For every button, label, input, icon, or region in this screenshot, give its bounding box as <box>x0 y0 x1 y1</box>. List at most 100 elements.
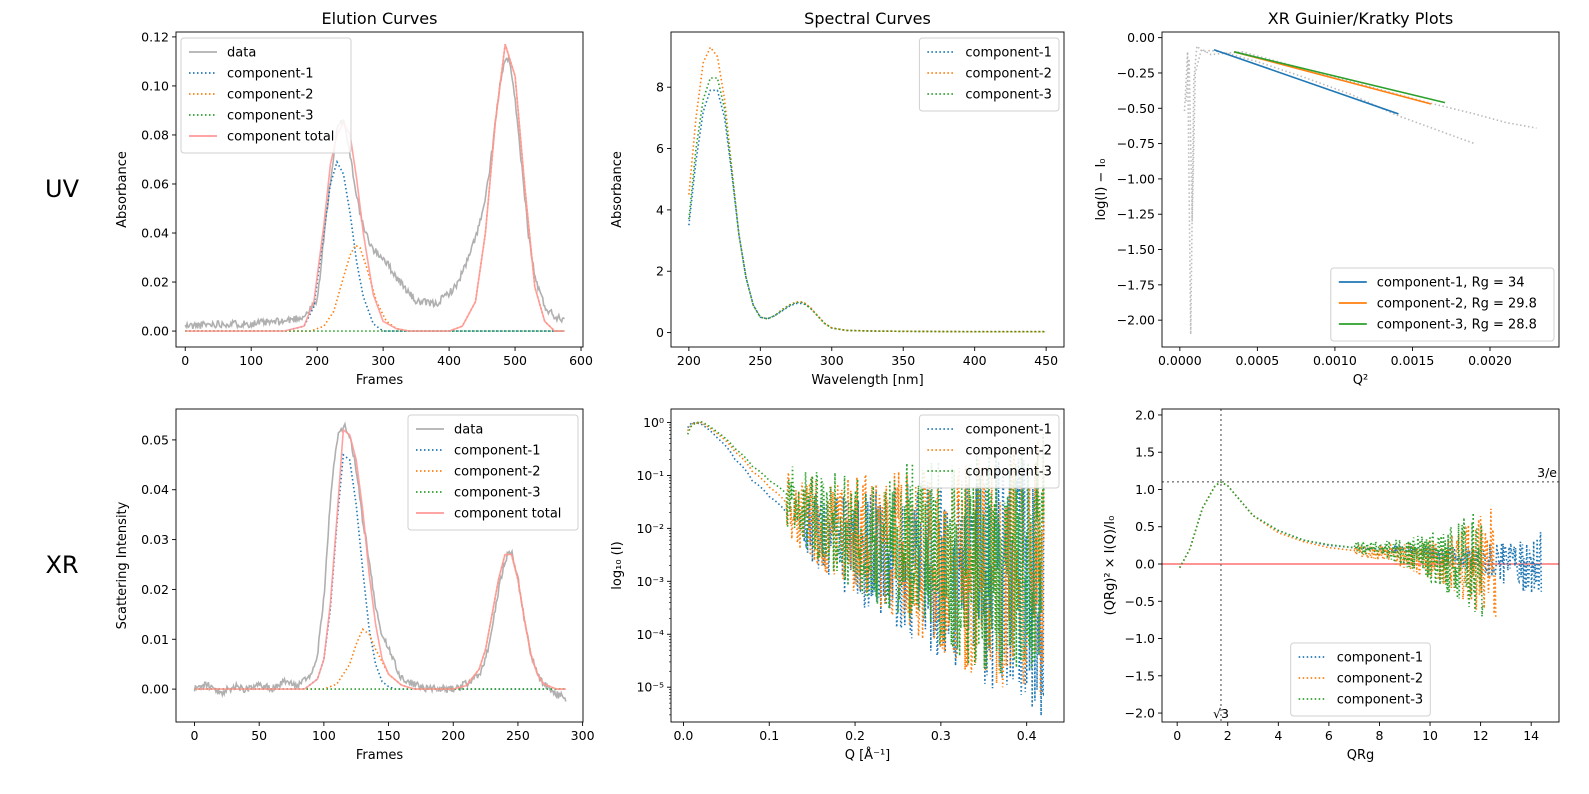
axes-frame <box>1161 31 1560 348</box>
y-tick-label: −0.5 <box>1125 594 1155 609</box>
axes-frame <box>175 31 584 348</box>
legend-entry: component-1 <box>965 46 1052 61</box>
legend-entry: data <box>227 46 256 61</box>
legend-entry: component-3 <box>965 88 1052 103</box>
x-tick-label: 600 <box>569 353 593 368</box>
y-axis-label: log(I) − I₀ <box>1094 159 1109 221</box>
legend-entry: component total <box>454 507 561 522</box>
legend: data component-1 component-2 component-3 com… <box>180 37 352 154</box>
y-tick-label: 0.03 <box>141 532 169 547</box>
series-line-data <box>193 421 567 702</box>
y-tick-label: −0.50 <box>1117 101 1155 116</box>
y-tick-label: 0 <box>656 325 664 340</box>
chart-title: Elution Curves <box>322 9 438 28</box>
x-tick-label: 50 <box>251 728 267 743</box>
y-tick-label: −1.25 <box>1117 207 1155 222</box>
x-tick-label: 12 <box>1473 728 1489 743</box>
y-tick-label: −0.25 <box>1117 65 1155 80</box>
y-axis-label: log₁₀ (I) <box>610 541 625 589</box>
y-tick-label: 10⁻⁴ <box>636 627 664 642</box>
x-tick-label: 4 <box>1274 728 1282 743</box>
panel-xr-elution: 0 50 100 150 200 250 300 0.00 0.01 0.02 0.03 0.04 0.… <box>115 408 595 763</box>
legend-entry: component-2 <box>227 88 314 103</box>
x-tick-label: 0.0000 <box>1158 353 1202 368</box>
x-tick-label: 0.3 <box>931 728 951 743</box>
y-axis-label: Absorbance <box>610 151 625 228</box>
x-tick-label: 200 <box>305 353 329 368</box>
x-tick-label: 350 <box>891 353 915 368</box>
x-tick-label: 0 <box>181 353 189 368</box>
panel-xr-spectral: 0.0 0.1 0.2 0.3 0.4 10⁰ 10⁻¹ 10⁻² 10⁻³ 10⁻⁴ 10⁻⁵ Q … <box>610 408 1065 763</box>
series-line-component-2 <box>194 553 566 690</box>
y-tick-label: 10⁻² <box>636 521 664 536</box>
x-tick-label: 0.0015 <box>1391 353 1435 368</box>
ref-hline-label: 3/e <box>1537 465 1557 480</box>
x-tick-label: 6 <box>1325 728 1333 743</box>
y-tick-label: 0.0 <box>1135 557 1155 572</box>
x-tick-label: 0.4 <box>1017 728 1037 743</box>
y-tick-label: 10⁰ <box>643 415 664 430</box>
y-tick-label: 8 <box>656 80 664 95</box>
series-line-component-2 <box>688 45 1047 333</box>
y-tick-label: 0.02 <box>141 275 169 290</box>
series-line-component-1 <box>1179 481 1543 593</box>
y-tick-label: −1.00 <box>1117 171 1155 186</box>
x-tick-label: 400 <box>963 353 987 368</box>
y-tick-label: 0.01 <box>141 632 169 647</box>
y-tick-label: 2.0 <box>1135 407 1155 422</box>
series-line-component-3-rg-28-8 <box>1233 51 1446 104</box>
legend-box <box>1290 642 1431 717</box>
x-tick-label: 0 <box>191 728 199 743</box>
background-series-line <box>1185 47 1537 222</box>
x-tick-label: 500 <box>503 353 527 368</box>
y-tick-label: −0.75 <box>1117 136 1155 151</box>
series-line-component-1-rg-34 <box>1213 48 1399 115</box>
panel-uv-spectral: Spectral Curves 200 250 300 350 400 450 0 2 4 6 8 Wa… <box>610 9 1065 388</box>
x-tick-label: 250 <box>506 728 530 743</box>
plot-area <box>1183 44 1537 335</box>
axes-frame <box>1161 408 1560 723</box>
legend-box <box>180 37 352 154</box>
series-line-component-2 <box>1178 481 1497 618</box>
legend: component-1 component-2 component-3 <box>1290 642 1431 717</box>
y-tick-label: −1.50 <box>1117 242 1155 257</box>
series-line-component-total <box>185 44 565 332</box>
legend-entry: component-2, Rg = 29.8 <box>1377 297 1537 312</box>
x-tick-label: 0.0010 <box>1313 353 1357 368</box>
x-tick-label: 100 <box>312 728 336 743</box>
y-tick-label: 0.02 <box>141 582 169 597</box>
legend-box <box>918 37 1060 112</box>
series-line-component-1 <box>185 159 565 332</box>
legend-entry: component-3, Rg = 28.8 <box>1377 318 1537 333</box>
y-axis-label: Absorbance <box>115 151 130 228</box>
x-axis-label: Q [Å⁻¹] <box>845 747 890 763</box>
plot-area <box>1162 409 1559 722</box>
plot-area <box>688 45 1047 333</box>
x-tick-label: 0.0 <box>673 728 693 743</box>
y-tick-label: 1.5 <box>1135 445 1155 460</box>
axes-frame <box>670 31 1065 348</box>
x-tick-label: 0.0005 <box>1235 353 1279 368</box>
legend-entry: data <box>454 423 483 438</box>
chart-title: XR Guinier/Kratky Plots <box>1268 9 1453 28</box>
x-axis-label: Q² <box>1353 373 1368 388</box>
y-tick-label: −1.5 <box>1125 668 1155 683</box>
chart-title: Spectral Curves <box>804 9 931 28</box>
x-axis-label: Frames <box>356 373 404 388</box>
x-axis-label: Wavelength [nm] <box>811 373 923 388</box>
y-tick-label: 0.04 <box>141 482 169 497</box>
legend-entry: component-1 <box>227 67 314 82</box>
y-tick-label: 10⁻³ <box>636 574 664 589</box>
legend-box <box>407 414 579 531</box>
panel-uv-elution: Elution Curves 0 100 200 300 400 500 600 0.00 0.0… <box>115 9 593 388</box>
panel-xr-kratky: 0 2 4 6 8 10 12 14 2.0 1.5 1.0 0.5 0.0 −0.5 −1.0 −1.5 −2… <box>1103 407 1560 763</box>
y-tick-label: 0.05 <box>141 432 169 447</box>
y-tick-label: −2.0 <box>1125 706 1155 721</box>
legend-box <box>1330 267 1555 342</box>
y-tick-label: 0.06 <box>141 176 169 191</box>
y-tick-label: 0.00 <box>141 682 169 697</box>
x-tick-label: 300 <box>571 728 595 743</box>
x-tick-label: 2 <box>1224 728 1232 743</box>
legend-entry: component-2 <box>965 67 1052 82</box>
